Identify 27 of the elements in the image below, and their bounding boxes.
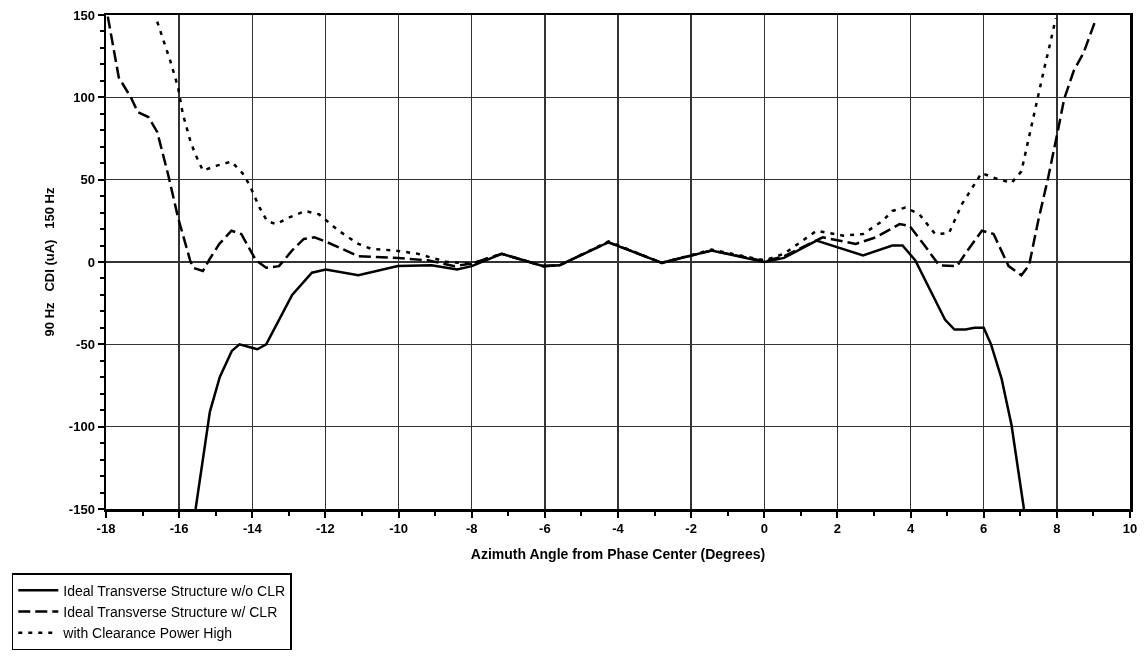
y-tick-label: 0: [87, 254, 95, 270]
x-tick-label: -8: [465, 521, 478, 537]
x-tick-label: -2: [685, 521, 697, 537]
x-tick-label: -14: [242, 521, 263, 537]
x-axis-title: Azimuth Angle from Phase Center (Degrees): [470, 545, 766, 562]
x-tick-label: -12: [316, 521, 335, 537]
x-tick-label: 0: [760, 521, 768, 537]
x-tick-label: -18: [96, 521, 116, 537]
legend-label: Ideal Transverse Structure w/ CLR: [63, 603, 278, 620]
y-tick-label: -100: [68, 419, 95, 435]
x-tick-label: 2: [833, 521, 842, 537]
x-tick-label: 10: [1122, 521, 1138, 537]
y-axis-title: 90 Hz CDI (uA) 150 Hz: [41, 187, 57, 337]
y-tick-label: 50: [80, 172, 95, 188]
x-tick-label: 4: [906, 521, 915, 537]
y-tick-label: 100: [73, 89, 95, 105]
x-tick-label: 6: [980, 521, 988, 537]
y-tick-label: -50: [76, 336, 95, 352]
legend-label: Ideal Transverse Structure w/o CLR: [63, 582, 286, 599]
y-tick-label: 150: [73, 7, 95, 23]
y-tick-label: -150: [68, 501, 95, 517]
x-tick-label: 8: [1053, 521, 1061, 537]
x-tick-label: -10: [389, 521, 408, 537]
legend-label: with Clearance Power High: [62, 625, 233, 642]
x-tick-label: -6: [539, 521, 551, 537]
x-tick-label: -4: [612, 521, 625, 537]
x-tick-label: -16: [169, 521, 189, 537]
